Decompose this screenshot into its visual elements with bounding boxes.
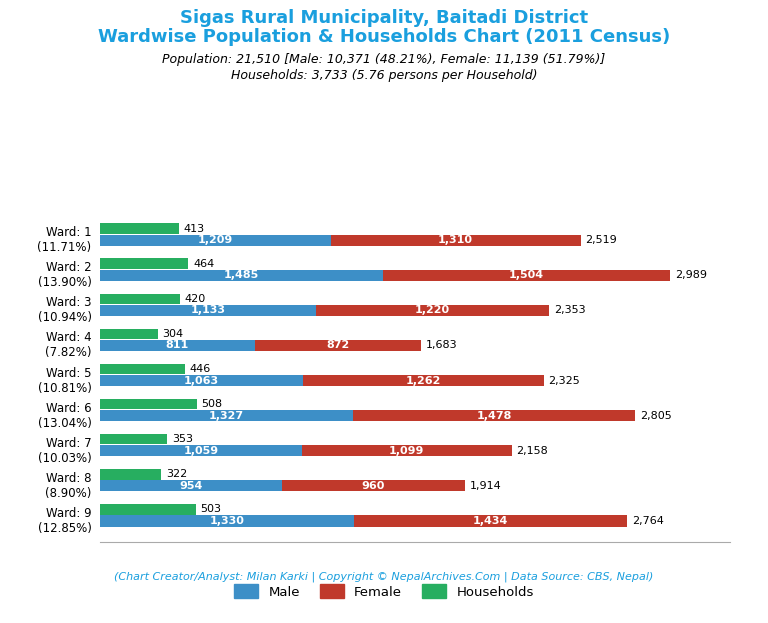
Bar (255, 340, 421, 351)
Bar (100, 364, 185, 374)
Text: 413: 413 (184, 224, 204, 234)
Bar (100, 328, 158, 339)
Text: 353: 353 (172, 434, 193, 444)
Bar (100, 515, 353, 526)
Bar (100, 305, 316, 316)
Text: 446: 446 (190, 364, 211, 374)
Bar (100, 375, 303, 386)
Bar (100, 480, 282, 492)
Bar (282, 480, 465, 492)
Bar (330, 234, 581, 246)
Bar (100, 340, 255, 351)
Bar (100, 270, 383, 281)
Text: 304: 304 (163, 329, 184, 339)
Text: 322: 322 (166, 469, 187, 479)
Text: 2,764: 2,764 (632, 516, 664, 526)
Text: 1,485: 1,485 (224, 270, 259, 280)
Text: Population: 21,510 [Male: 10,371 (48.21%), Female: 11,139 (51.79%)]: Population: 21,510 [Male: 10,371 (48.21%… (162, 53, 606, 66)
Bar (100, 445, 302, 457)
Bar (316, 305, 549, 316)
Bar (353, 515, 627, 526)
Bar (100, 410, 353, 421)
Bar (353, 410, 635, 421)
Text: 1,310: 1,310 (438, 235, 473, 245)
Text: 2,325: 2,325 (548, 376, 580, 386)
Bar (100, 223, 179, 234)
Text: 2,989: 2,989 (675, 270, 707, 280)
Text: 954: 954 (179, 481, 203, 491)
Bar (303, 375, 544, 386)
Bar (100, 293, 180, 304)
Bar (302, 445, 511, 457)
Text: 1,478: 1,478 (476, 411, 511, 421)
Text: Households: 3,733 (5.76 persons per Household): Households: 3,733 (5.76 persons per Hous… (230, 69, 538, 82)
Text: 960: 960 (362, 481, 386, 491)
Text: 1,099: 1,099 (389, 445, 425, 456)
Text: Sigas Rural Municipality, Baitadi District: Sigas Rural Municipality, Baitadi Distri… (180, 9, 588, 27)
Text: 420: 420 (185, 294, 206, 304)
Text: Wardwise Population & Households Chart (2011 Census): Wardwise Population & Households Chart (… (98, 28, 670, 46)
Text: 872: 872 (326, 340, 349, 351)
Text: 503: 503 (200, 505, 222, 515)
Text: 1,209: 1,209 (197, 235, 233, 245)
Bar (100, 234, 330, 246)
Bar (383, 270, 670, 281)
Bar (100, 504, 196, 515)
Text: 1,914: 1,914 (470, 481, 502, 491)
Text: 2,158: 2,158 (516, 445, 548, 456)
Text: 1,434: 1,434 (473, 516, 508, 526)
Text: 1,330: 1,330 (210, 516, 244, 526)
Text: 1,063: 1,063 (184, 376, 219, 386)
Text: 1,133: 1,133 (190, 305, 226, 315)
Text: (Chart Creator/Analyst: Milan Karki | Copyright © NepalArchives.Com | Data Sourc: (Chart Creator/Analyst: Milan Karki | Co… (114, 571, 654, 581)
Text: 508: 508 (201, 399, 223, 409)
Legend: Male, Female, Households: Male, Female, Households (229, 579, 539, 604)
Text: 1,327: 1,327 (209, 411, 244, 421)
Text: 2,519: 2,519 (585, 235, 617, 245)
Text: 1,504: 1,504 (509, 270, 545, 280)
Text: 1,262: 1,262 (406, 376, 441, 386)
Bar (100, 399, 197, 409)
Text: 1,683: 1,683 (425, 340, 458, 351)
Text: 2,353: 2,353 (554, 305, 585, 315)
Text: 464: 464 (194, 259, 214, 269)
Text: 811: 811 (166, 340, 189, 351)
Text: 2,805: 2,805 (640, 411, 672, 421)
Text: 1,220: 1,220 (415, 305, 450, 315)
Bar (100, 469, 161, 480)
Bar (100, 259, 188, 269)
Bar (100, 434, 167, 444)
Text: 1,059: 1,059 (184, 445, 218, 456)
